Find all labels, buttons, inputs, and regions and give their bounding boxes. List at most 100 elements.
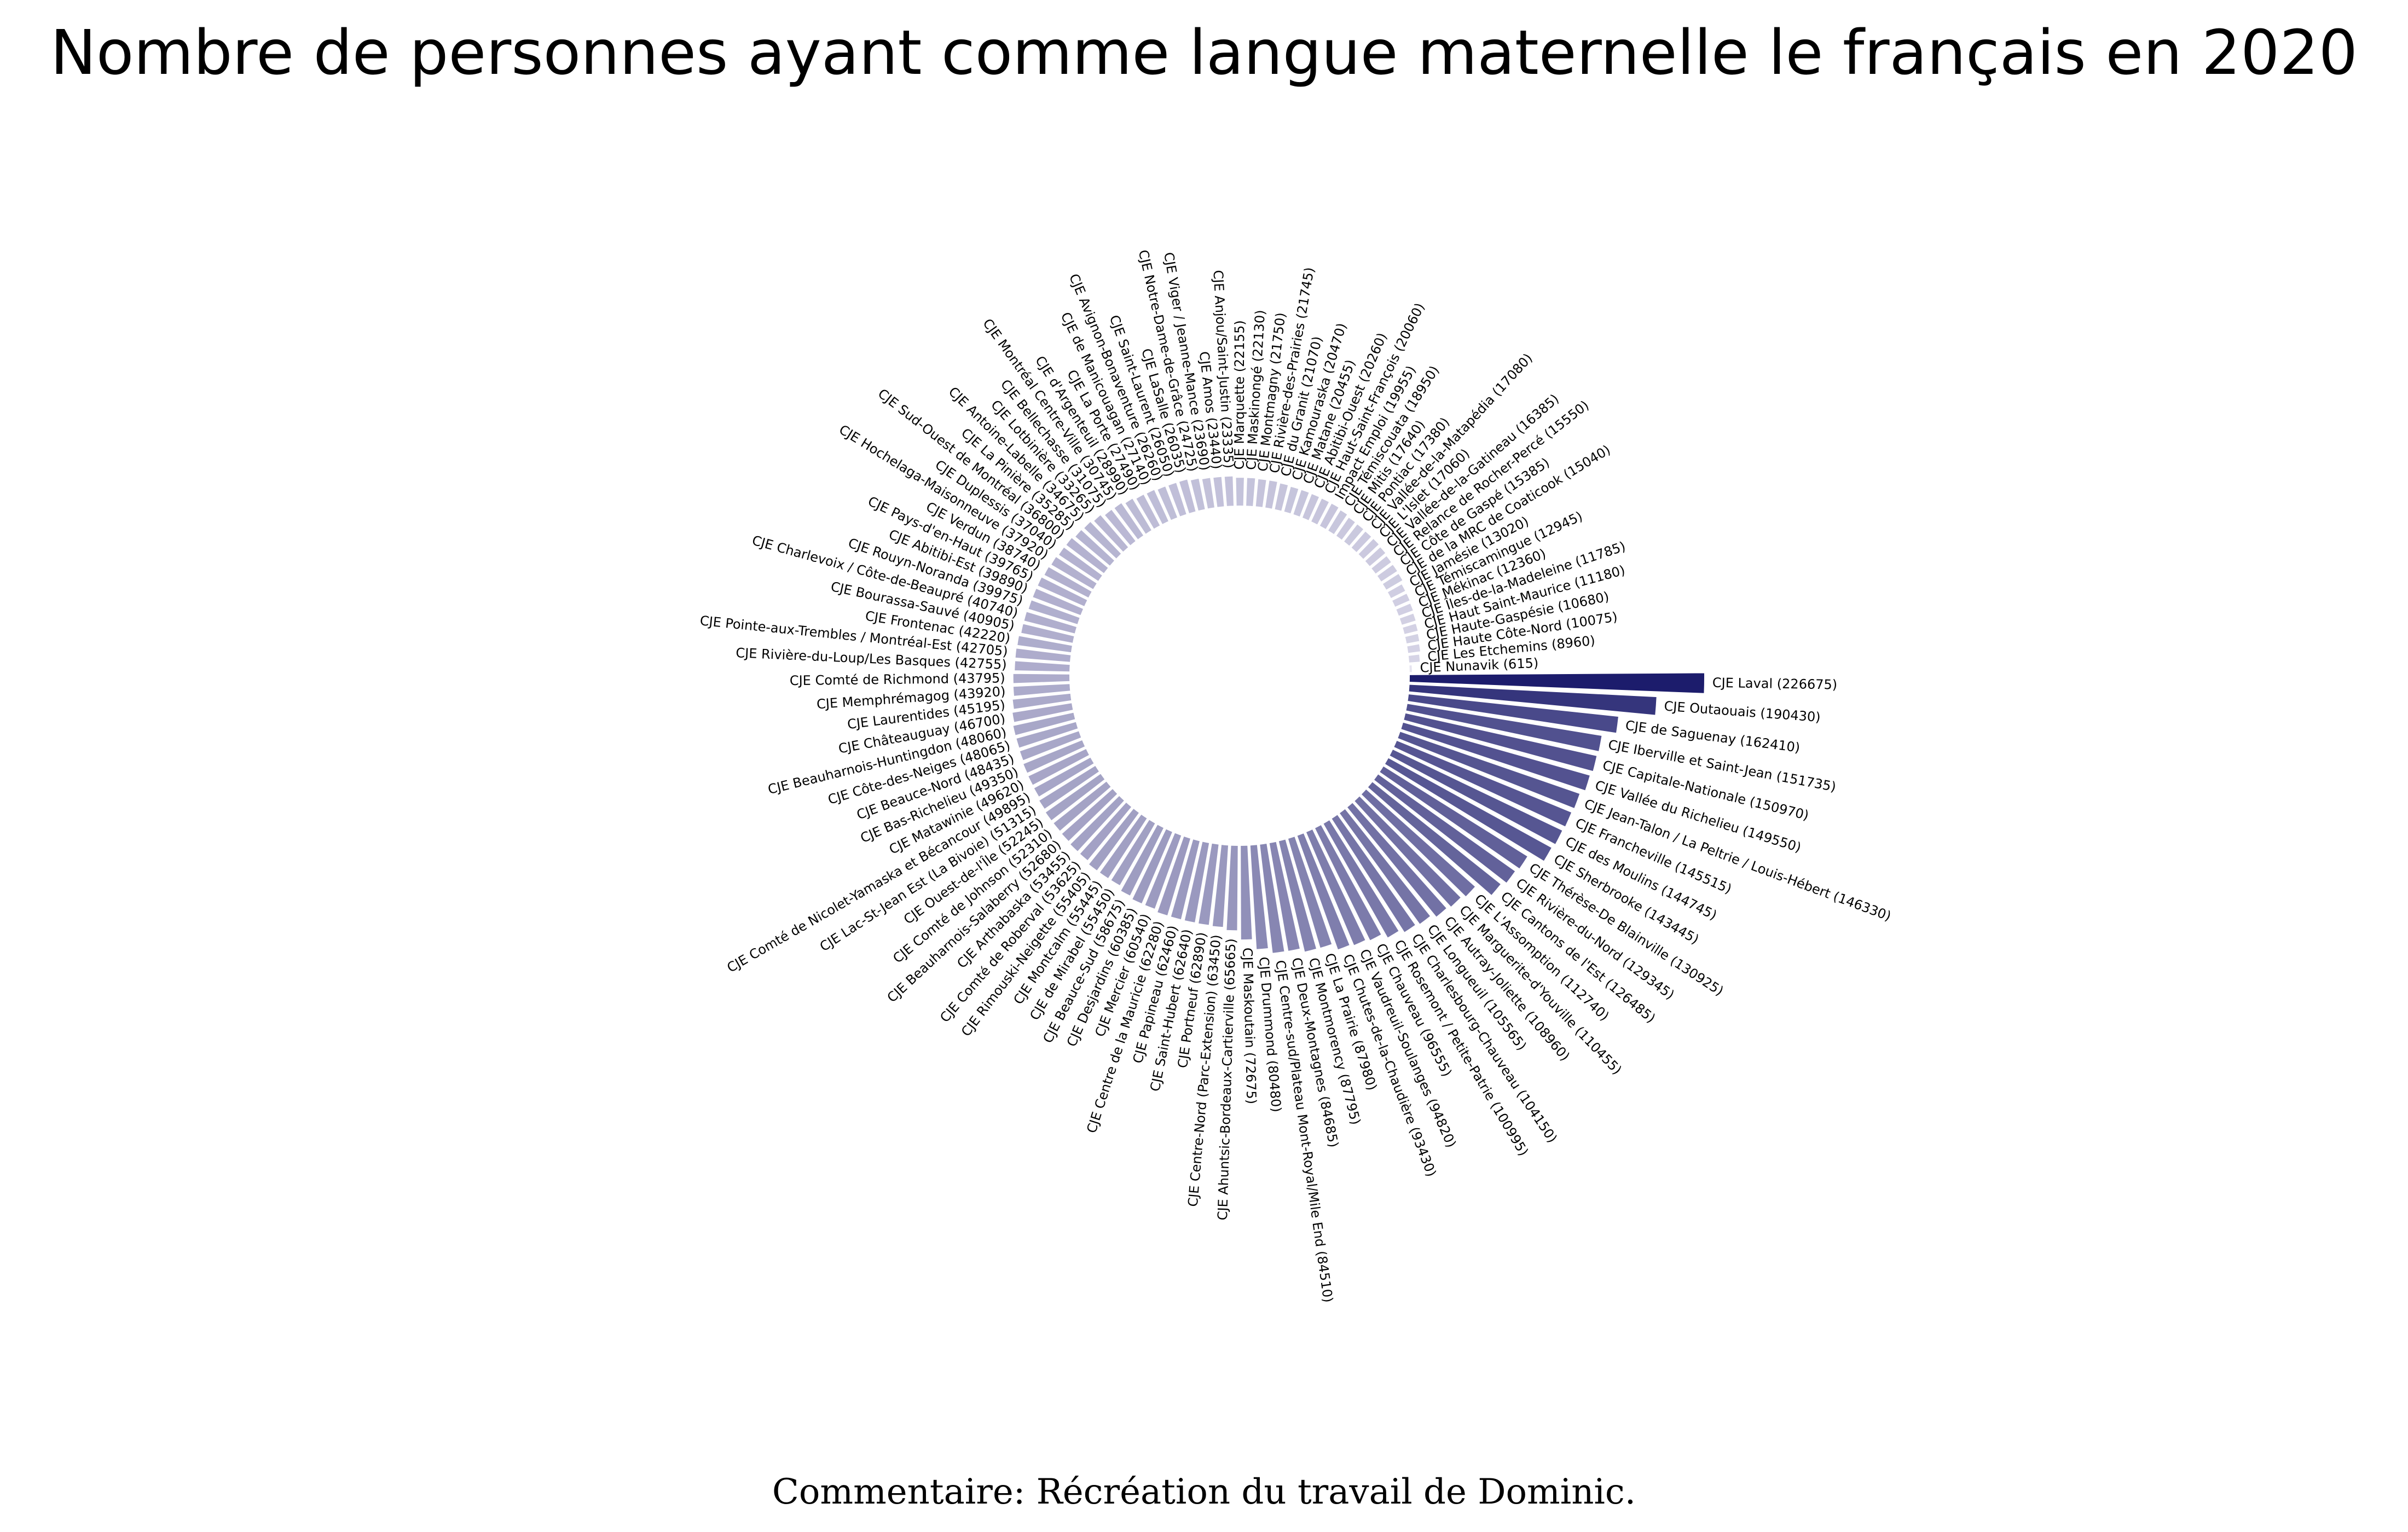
- bar: [1223, 475, 1235, 507]
- bar: [1391, 592, 1411, 608]
- bar: [1011, 692, 1073, 710]
- bar: [1399, 721, 1591, 792]
- bar: [1036, 576, 1089, 608]
- bar-label: CJE Outaouais (190430): [1664, 698, 1821, 725]
- bar: [1408, 683, 1658, 716]
- bar: [1398, 612, 1417, 626]
- bar-label: CJE Maskoutain (72675): [1240, 948, 1259, 1105]
- bar: [1408, 664, 1413, 674]
- bar: [1211, 843, 1230, 929]
- bar: [1406, 693, 1620, 734]
- bar: [1322, 819, 1400, 939]
- bar: [1156, 835, 1192, 917]
- bar: [1342, 523, 1365, 548]
- bar: [1378, 765, 1529, 870]
- bar: [1350, 530, 1373, 554]
- bar: [1235, 477, 1245, 507]
- bar: [1170, 838, 1201, 921]
- bar: [1305, 828, 1367, 947]
- bar: [1310, 497, 1330, 526]
- bar: [1023, 611, 1078, 635]
- bar: [1060, 787, 1119, 843]
- bar: [1052, 780, 1113, 833]
- bar: [1394, 602, 1415, 617]
- bar: [1197, 842, 1220, 926]
- bar: [1020, 623, 1075, 645]
- bar: [1360, 788, 1477, 898]
- bar: [1259, 842, 1286, 954]
- bar: [1043, 565, 1093, 599]
- bar: [1143, 832, 1183, 910]
- bar: [1134, 493, 1161, 530]
- bar: [1346, 801, 1448, 919]
- bar: [1057, 546, 1104, 583]
- bar-label: CJE Laval (226675): [1712, 675, 1838, 693]
- bar: [1212, 475, 1225, 508]
- bar: [1145, 488, 1170, 526]
- bar: [1313, 823, 1383, 942]
- bar: [1296, 832, 1351, 951]
- bars-layer: [1011, 475, 1706, 954]
- bar: [1103, 508, 1137, 547]
- bar: [1384, 757, 1553, 862]
- bar: [1074, 529, 1116, 567]
- bar: [1044, 772, 1107, 822]
- bar: [1335, 516, 1357, 542]
- bar: [1225, 844, 1239, 932]
- bar: [1240, 844, 1253, 941]
- bar: [1406, 643, 1422, 654]
- bar: [1022, 739, 1086, 775]
- bar: [1318, 502, 1340, 531]
- bar: [1268, 840, 1301, 953]
- bar: [1109, 818, 1157, 887]
- bar: [1069, 794, 1126, 853]
- bar: [1264, 479, 1279, 510]
- bar: [1016, 635, 1074, 654]
- bar: [1113, 501, 1145, 541]
- bar: [1083, 520, 1123, 560]
- bar: [1098, 813, 1149, 880]
- bar: [1401, 622, 1419, 636]
- bar: [1119, 823, 1165, 897]
- bar: [1245, 477, 1257, 508]
- bar: [1367, 780, 1502, 897]
- bar: [1396, 730, 1581, 810]
- bar: [1031, 587, 1085, 617]
- bar: [1386, 583, 1407, 600]
- bar: [1033, 756, 1096, 798]
- bar: [1327, 509, 1349, 536]
- bar: [1292, 489, 1311, 518]
- chart-caption: Commentaire: Récréation du travail de Do…: [772, 1472, 1636, 1512]
- bar: [1370, 554, 1393, 576]
- bar: [1014, 660, 1071, 673]
- bar: [1012, 711, 1076, 736]
- bar: [1376, 563, 1399, 583]
- bar: [1027, 599, 1081, 626]
- bar: [1402, 712, 1598, 773]
- bar: [1014, 647, 1072, 663]
- bar: [1012, 672, 1071, 684]
- bar: [1189, 477, 1206, 512]
- bar: [1249, 844, 1269, 950]
- bar: [1124, 497, 1153, 536]
- bar: [1363, 546, 1387, 568]
- bar: [1408, 672, 1706, 694]
- bar: [1131, 827, 1174, 905]
- bar: [1201, 477, 1216, 510]
- bar: [1038, 764, 1101, 810]
- bar: [1092, 513, 1130, 554]
- bar: [1254, 478, 1267, 509]
- bar: [1027, 747, 1091, 787]
- bar-label: CJE Comté de Richmond (43795): [790, 670, 1005, 688]
- bar: [1012, 683, 1072, 697]
- bar: [1050, 555, 1098, 591]
- bar: [1015, 721, 1079, 749]
- bar-label: CJE Marquette (22155): [1232, 320, 1248, 469]
- bar: [1078, 801, 1133, 862]
- bar: [1407, 653, 1421, 664]
- bar: [1357, 537, 1381, 561]
- bar: [1018, 729, 1083, 762]
- bar: [1338, 808, 1432, 926]
- chart-title: Nombre de personnes ayant comme langue m…: [50, 18, 2358, 89]
